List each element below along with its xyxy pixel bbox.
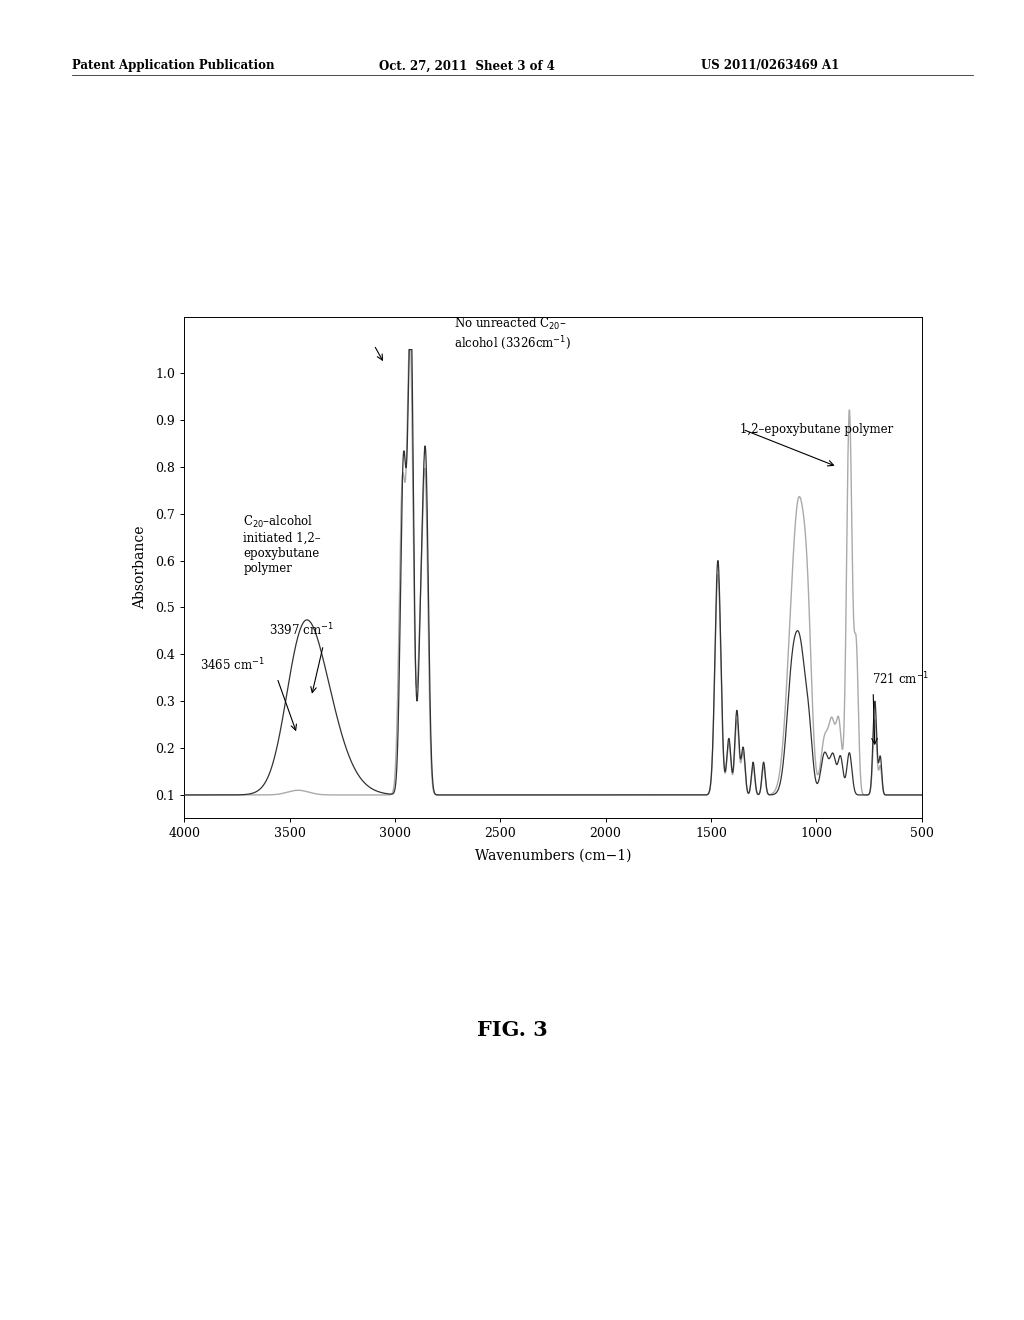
X-axis label: Wavenumbers (cm−1): Wavenumbers (cm−1) bbox=[475, 849, 631, 863]
Text: Oct. 27, 2011  Sheet 3 of 4: Oct. 27, 2011 Sheet 3 of 4 bbox=[379, 59, 555, 73]
Y-axis label: Absorbance: Absorbance bbox=[133, 525, 147, 610]
Text: 721 cm$^{-1}$: 721 cm$^{-1}$ bbox=[872, 671, 930, 688]
Text: FIG. 3: FIG. 3 bbox=[476, 1019, 548, 1040]
Text: 3397 cm$^{-1}$: 3397 cm$^{-1}$ bbox=[269, 622, 334, 638]
Text: 1,2–epoxybutane polymer: 1,2–epoxybutane polymer bbox=[740, 422, 894, 436]
Text: 3465 cm$^{-1}$: 3465 cm$^{-1}$ bbox=[200, 656, 264, 673]
Text: C$_{20}$–alcohol
initiated 1,2–
epoxybutane
polymer: C$_{20}$–alcohol initiated 1,2– epoxybut… bbox=[244, 513, 321, 574]
Text: Patent Application Publication: Patent Application Publication bbox=[72, 59, 274, 73]
Text: No unreacted C$_{20}$–
alcohol (3326cm$^{-1}$): No unreacted C$_{20}$– alcohol (3326cm$^… bbox=[454, 315, 571, 352]
Text: US 2011/0263469 A1: US 2011/0263469 A1 bbox=[701, 59, 840, 73]
